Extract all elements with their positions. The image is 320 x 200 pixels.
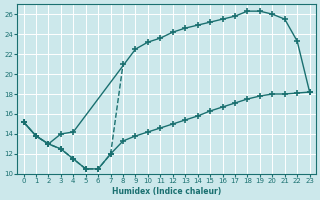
X-axis label: Humidex (Indice chaleur): Humidex (Indice chaleur) bbox=[112, 187, 221, 196]
